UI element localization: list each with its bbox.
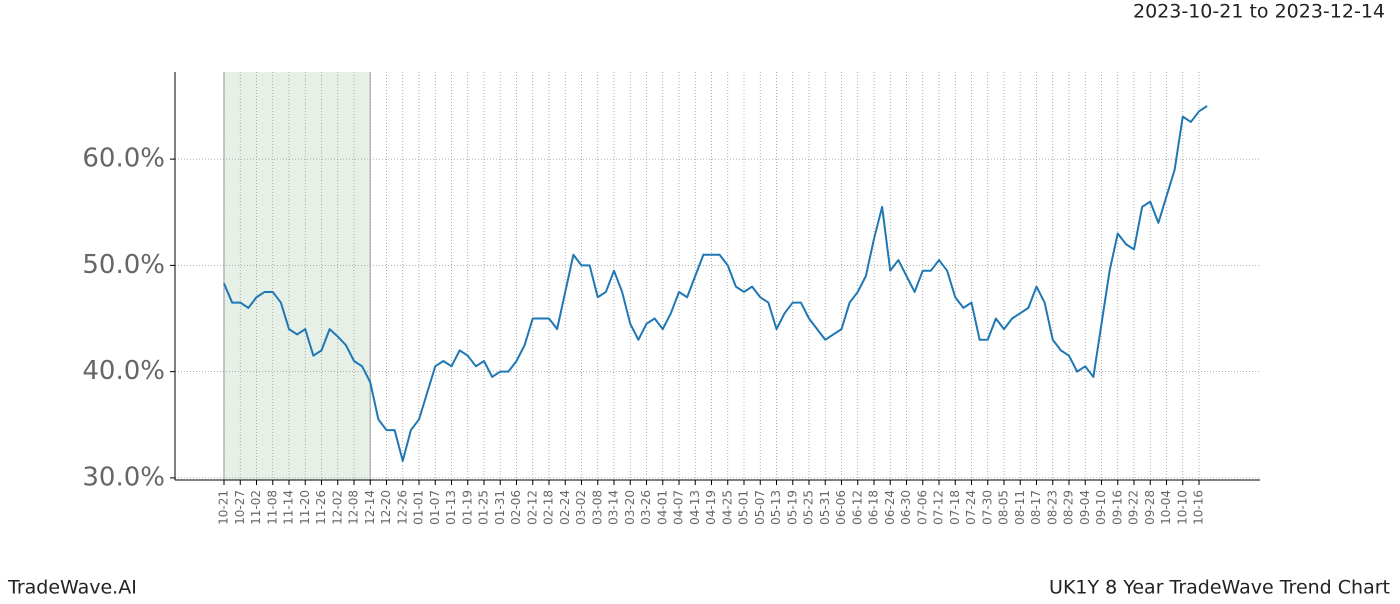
- x-tick-label: 12-26: [395, 490, 409, 525]
- x-tick-label: 10-16: [1192, 490, 1206, 525]
- x-tick-label: 05-01: [737, 490, 751, 525]
- y-tick-label: 50.0%: [82, 250, 165, 280]
- x-tick-label: 06-30: [899, 490, 913, 525]
- x-tick-label: 08-29: [1062, 490, 1076, 525]
- x-tick-label: 04-25: [720, 490, 734, 525]
- x-tick-label: 06-12: [850, 490, 864, 525]
- x-tick-label: 12-20: [379, 490, 393, 525]
- x-tick-label: 11-02: [249, 490, 263, 525]
- x-tick-label: 06-06: [834, 490, 848, 525]
- x-tick-label: 10-27: [233, 490, 247, 525]
- x-tick-label: 05-07: [753, 490, 767, 525]
- x-tick-label: 04-13: [688, 490, 702, 525]
- x-tick-label: 07-06: [915, 490, 929, 525]
- chart-title: 2023-10-21 to 2023-12-14: [1133, 1, 1385, 23]
- x-tick-label: 11-26: [314, 490, 328, 525]
- x-tick-label: 06-24: [883, 490, 897, 525]
- x-tick-label: 02-12: [525, 490, 539, 525]
- x-tick-label: 01-31: [493, 490, 507, 525]
- x-tick-label: 12-02: [330, 490, 344, 525]
- trend-line: [223, 105, 1208, 462]
- x-tick-label: 12-14: [363, 490, 377, 525]
- x-tick-label: 06-18: [867, 490, 881, 525]
- x-tick-label: 02-24: [558, 490, 572, 525]
- x-tick-label: 11-08: [265, 490, 279, 525]
- x-tick-label: 07-12: [932, 490, 946, 525]
- x-tick-label: 10-04: [1159, 490, 1173, 525]
- x-tick-label: 03-08: [590, 490, 604, 525]
- x-tick-label: 07-30: [980, 490, 994, 525]
- x-tick-label: 01-07: [428, 490, 442, 525]
- x-tick-label: 08-05: [997, 490, 1011, 525]
- footer-right: UK1Y 8 Year TradeWave Trend Chart: [1049, 577, 1390, 599]
- x-tick-label: 09-28: [1143, 490, 1157, 525]
- x-tick-label: 02-06: [509, 490, 523, 525]
- x-tick-label: 01-25: [477, 490, 491, 525]
- x-tick-label: 05-13: [769, 490, 783, 525]
- x-tick-label: 03-02: [574, 490, 588, 525]
- x-tick-label: 04-01: [655, 490, 669, 525]
- x-tick-label: 01-01: [412, 490, 426, 525]
- y-tick-label: 60.0%: [82, 144, 165, 174]
- x-tick-label: 03-20: [623, 490, 637, 525]
- x-tick-label: 11-14: [282, 490, 296, 525]
- x-tick-label: 03-26: [639, 490, 653, 525]
- x-tick-label: 10-21: [217, 490, 231, 525]
- x-tick-label: 11-20: [298, 490, 312, 525]
- x-tick-label: 07-24: [964, 490, 978, 525]
- x-tick-label: 05-25: [802, 490, 816, 525]
- x-tick-label: 08-11: [1013, 490, 1027, 525]
- x-tick-label: 10-10: [1175, 490, 1189, 525]
- x-tick-label: 05-31: [818, 490, 832, 525]
- x-tick-label: 01-13: [444, 490, 458, 525]
- x-tick-label: 09-04: [1078, 490, 1092, 525]
- footer-left: TradeWave.AI: [7, 577, 137, 599]
- y-tick-label: 30.0%: [82, 462, 165, 492]
- highlight-region: [224, 72, 371, 480]
- x-tick-label: 07-18: [948, 490, 962, 525]
- x-tick-label: 09-10: [1094, 490, 1108, 525]
- x-tick-label: 09-16: [1110, 490, 1124, 525]
- x-tick-label: 05-19: [785, 490, 799, 525]
- x-tick-label: 04-07: [672, 490, 686, 525]
- x-tick-label: 09-22: [1127, 490, 1141, 525]
- x-tick-label: 02-18: [542, 490, 556, 525]
- x-tick-label: 08-23: [1045, 490, 1059, 525]
- y-tick-label: 40.0%: [82, 356, 165, 386]
- x-tick-label: 03-14: [607, 490, 621, 525]
- x-tick-label: 01-19: [460, 490, 474, 525]
- x-tick-label: 08-17: [1029, 490, 1043, 525]
- x-tick-label: 12-08: [347, 490, 361, 525]
- x-tick-label: 04-19: [704, 490, 718, 525]
